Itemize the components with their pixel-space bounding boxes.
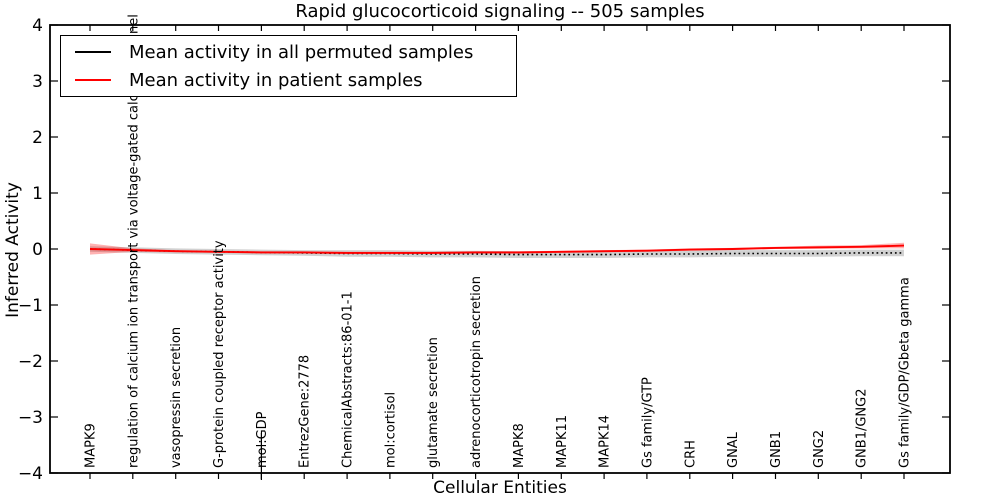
x-tick-label: glutamate secretion <box>426 337 441 468</box>
x-tick-label: GNB1/GNG2 <box>855 388 870 468</box>
x-axis-label: Cellular Entities <box>433 478 567 498</box>
x-tick-label: Gs family/GTP <box>640 377 655 468</box>
y-tick-label: −3 <box>18 408 43 428</box>
y-tick-label: 0 <box>32 240 43 260</box>
y-tick-label: −1 <box>18 296 43 316</box>
legend-line-black-icon <box>75 51 111 53</box>
x-tick-label: regulation of calcium ion transport via … <box>126 14 141 468</box>
y-tick-label: −2 <box>18 352 43 372</box>
legend-entry-permuted: Mean activity in all permuted samples <box>61 38 516 66</box>
x-tick-label: mol:GDP <box>255 411 270 468</box>
legend-label-patient: Mean activity in patient samples <box>129 69 423 91</box>
x-tick-label: Gs family/GDP/Gbeta gamma <box>898 277 913 468</box>
y-tick-label: 3 <box>32 72 43 92</box>
x-tick-label: EntrezGene:2778 <box>298 355 313 468</box>
x-tick-label: CRH <box>683 440 698 468</box>
legend-entry-patient: Mean activity in patient samples <box>61 66 516 94</box>
chart-title: Rapid glucocorticoid signaling -- 505 sa… <box>295 1 705 22</box>
y-axis-label: Inferred Activity <box>3 182 23 318</box>
x-tick-label: MAPK14 <box>598 415 613 468</box>
series-line-patient <box>89 244 905 254</box>
x-tick-label: ChemicalAbstracts:86-01-1 <box>341 291 356 468</box>
x-tick-label: GNG2 <box>812 430 827 468</box>
y-tick-label: −4 <box>18 464 43 484</box>
x-tick-label: MAPK8 <box>512 423 527 468</box>
x-tick-label: MAPK9 <box>84 423 99 468</box>
legend-label-permuted: Mean activity in all permuted samples <box>129 41 474 63</box>
x-tick-label: GNB1 <box>769 431 784 468</box>
y-tick-label: 4 <box>32 16 43 36</box>
y-tick-label: 2 <box>32 128 43 148</box>
y-tick-label: 1 <box>32 184 43 204</box>
x-tick-label: GNAL <box>726 431 741 468</box>
x-tick-label: vasopressin secretion <box>169 327 184 468</box>
legend: Mean activity in all permuted samples Me… <box>60 35 517 97</box>
x-tick-label: MAPK11 <box>555 415 570 468</box>
x-tick-label: mol:cortisol <box>383 392 398 468</box>
x-tick-label: adrenocorticotropin secretion <box>469 276 484 468</box>
x-tick-label: G-protein coupled receptor activity <box>212 240 227 468</box>
legend-line-red-icon <box>75 79 111 81</box>
